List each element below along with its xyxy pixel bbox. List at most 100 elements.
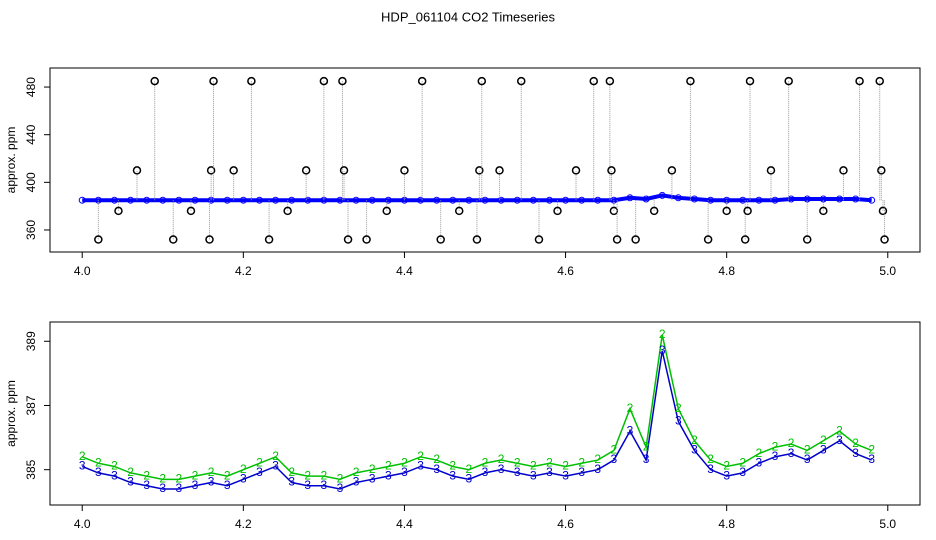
point [819, 195, 827, 203]
point [382, 206, 391, 216]
x-tick-label: 5.0 [879, 264, 896, 278]
point [605, 76, 615, 86]
point-marker: 2 [224, 468, 231, 482]
point [436, 235, 445, 244]
y-tick-label: 480 [24, 77, 38, 97]
point [339, 166, 349, 175]
point-marker: 2 [530, 459, 537, 473]
point [368, 196, 376, 204]
point-marker: 3 [256, 465, 263, 479]
point-marker: 3 [498, 462, 505, 476]
point [739, 196, 747, 204]
point-marker: 3 [111, 468, 118, 482]
point-marker: 2 [627, 401, 634, 415]
point [159, 196, 167, 204]
point-marker: 3 [723, 468, 730, 482]
point-marker: 2 [369, 462, 376, 476]
point-marker: 3 [433, 462, 440, 476]
point-marker: 2 [562, 459, 569, 473]
point-marker: 3 [369, 471, 376, 485]
point [477, 76, 487, 86]
point-marker: 2 [723, 459, 730, 473]
x-tick-label: 4.8 [718, 264, 735, 278]
point-marker: 2 [594, 452, 601, 466]
point-marker: 3 [353, 475, 360, 489]
point-marker: 2 [449, 459, 456, 473]
point-marker: 3 [756, 455, 763, 469]
point-marker: 2 [288, 465, 295, 479]
point-marker: 2 [836, 423, 843, 437]
point-marker: 2 [707, 452, 714, 466]
point-marker: 2 [643, 439, 650, 453]
point-marker: 2 [208, 465, 215, 479]
point [855, 76, 864, 86]
point [362, 235, 371, 244]
point-marker: 2 [321, 468, 328, 482]
point [578, 196, 586, 204]
point [835, 195, 843, 203]
point-marker: 2 [272, 449, 279, 463]
point-marker: 3 [530, 468, 537, 482]
point [283, 206, 292, 216]
point [209, 76, 218, 86]
point [475, 166, 484, 175]
y-tick-label: 400 [24, 172, 38, 192]
x-tick-label: 4.2 [235, 264, 252, 278]
point-marker: 3 [578, 465, 585, 479]
point [745, 76, 755, 86]
point-marker: 2 [304, 468, 311, 482]
point [802, 235, 812, 244]
point-marker: 2 [772, 439, 779, 453]
point-marker: 3 [739, 465, 746, 479]
point-marker: 2 [868, 443, 875, 457]
x-tick-label: 4.0 [74, 517, 91, 531]
point [626, 194, 634, 202]
point-marker: 3 [804, 452, 811, 466]
point-marker: 2 [192, 468, 199, 482]
x-tick-label: 4.4 [396, 264, 413, 278]
point [114, 206, 123, 216]
point-marker: 2 [143, 468, 150, 482]
point-marker: 2 [659, 327, 666, 341]
point [465, 196, 473, 204]
point-marker: 2 [691, 433, 698, 447]
point-marker: 3 [321, 478, 328, 492]
series-line [82, 193, 872, 203]
point-marker: 3 [772, 449, 779, 463]
point [545, 196, 553, 204]
point-marker: 2 [788, 436, 795, 450]
point [771, 196, 779, 204]
point-marker: 3 [224, 478, 231, 492]
y-tick-label: 389 [24, 331, 38, 351]
point-marker: 2 [820, 433, 827, 447]
point-marker: 3 [611, 452, 618, 466]
point [169, 235, 178, 244]
point-marker: 3 [788, 446, 795, 460]
point [612, 235, 622, 244]
point [319, 76, 329, 86]
point [127, 196, 135, 204]
point [264, 235, 274, 244]
point [562, 196, 570, 204]
point-marker: 3 [337, 481, 344, 495]
point [186, 206, 196, 216]
series-line [81, 334, 872, 481]
point-marker: 2 [756, 446, 763, 460]
point [229, 166, 238, 175]
point [703, 235, 713, 244]
point-marker: 3 [288, 475, 295, 489]
point-marker: 3 [627, 423, 634, 437]
point [686, 76, 695, 86]
point [877, 166, 886, 175]
point [594, 196, 602, 204]
point [852, 195, 860, 203]
point-marker: 2 [482, 455, 489, 469]
point-marker: 2 [514, 455, 521, 469]
point [534, 235, 544, 244]
point [755, 196, 763, 204]
point-marker: 3 [868, 452, 875, 466]
point-marker: 2 [79, 449, 86, 463]
point-marker: 3 [304, 478, 311, 492]
point [472, 235, 482, 244]
point [288, 196, 296, 204]
